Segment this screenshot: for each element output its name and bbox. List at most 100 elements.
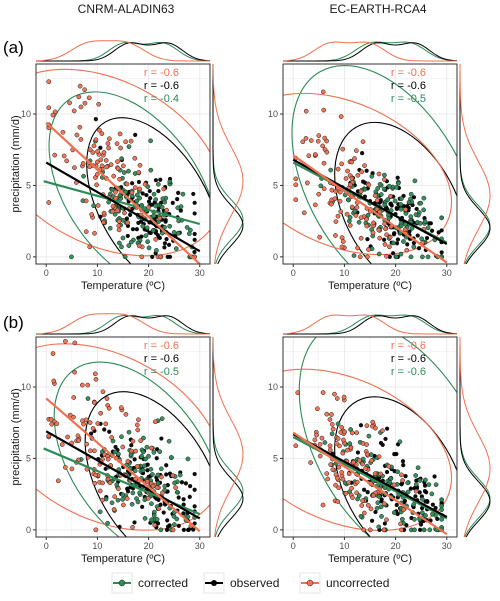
uncorrected-point bbox=[110, 203, 116, 209]
observed-precipitation-density bbox=[212, 337, 244, 538]
observed-point bbox=[401, 463, 406, 468]
corrected-point bbox=[148, 466, 154, 472]
corrected-point bbox=[166, 438, 172, 444]
corrected-point bbox=[143, 456, 148, 462]
uncorrected-point bbox=[86, 95, 92, 101]
corrected-point bbox=[120, 497, 125, 502]
observed-point bbox=[390, 251, 396, 256]
corrected-point bbox=[413, 473, 419, 478]
uncorrected-point bbox=[83, 229, 89, 234]
uncorrected-point bbox=[347, 182, 353, 188]
uncorrected-point bbox=[136, 417, 141, 423]
observed-ellipse bbox=[86, 117, 210, 264]
uncorrected-point bbox=[317, 441, 323, 447]
corrected-point bbox=[375, 500, 381, 506]
corrected-point bbox=[173, 246, 179, 251]
uncorrected-point bbox=[343, 490, 349, 496]
corrected-point bbox=[158, 466, 164, 472]
corrected-point bbox=[433, 482, 439, 487]
uncorrected-point bbox=[341, 394, 347, 400]
observed-point bbox=[93, 117, 98, 122]
observed-temperature-density bbox=[283, 42, 458, 62]
uncorrected-point bbox=[337, 189, 343, 195]
corrected-point bbox=[135, 499, 141, 505]
uncorrected-correlation-label: r = -0.6 bbox=[391, 340, 426, 352]
plot-area bbox=[283, 337, 457, 537]
uncorrected-point bbox=[359, 169, 365, 175]
corrected-point bbox=[399, 516, 405, 522]
corrected-point bbox=[109, 187, 115, 192]
observed-point bbox=[129, 443, 134, 448]
uncorrected-point bbox=[99, 131, 105, 136]
observed-point bbox=[422, 216, 427, 221]
observed-point bbox=[178, 208, 183, 213]
uncorrected-point bbox=[340, 146, 346, 152]
uncorrected-point bbox=[387, 234, 393, 240]
corrected-point bbox=[119, 244, 124, 250]
uncorrected-point bbox=[101, 210, 107, 216]
uncorrected-point bbox=[115, 166, 121, 171]
uncorrected-point bbox=[373, 425, 378, 431]
uncorrected-point bbox=[92, 480, 98, 486]
corrected-point bbox=[355, 496, 360, 502]
x-tick-label: 20 bbox=[144, 268, 154, 278]
uncorrected-point bbox=[401, 507, 406, 513]
observed-point bbox=[364, 168, 369, 173]
observed-point bbox=[158, 177, 163, 182]
observed-point bbox=[388, 201, 393, 206]
uncorrected-point bbox=[154, 485, 160, 490]
uncorrected-point bbox=[360, 139, 366, 145]
corrected-point bbox=[417, 478, 423, 483]
uncorrected-point bbox=[92, 371, 98, 377]
corrected-point bbox=[130, 490, 136, 496]
corrected-point bbox=[415, 465, 421, 471]
uncorrected-point bbox=[321, 107, 327, 113]
observed-ellipse bbox=[84, 391, 210, 537]
uncorrected-point bbox=[87, 420, 93, 425]
corrected-point bbox=[386, 215, 392, 221]
uncorrected-point bbox=[100, 497, 105, 503]
uncorrected-point bbox=[364, 451, 370, 457]
observed-point bbox=[192, 471, 197, 477]
uncorrected-point bbox=[100, 480, 105, 486]
corrected-point bbox=[351, 253, 357, 258]
observed-point bbox=[158, 502, 163, 507]
uncorrected-point bbox=[315, 406, 320, 412]
uncorrected-point bbox=[322, 135, 328, 141]
corrected-point bbox=[185, 456, 191, 462]
uncorrected-point bbox=[399, 472, 404, 478]
uncorrected-point bbox=[52, 152, 58, 158]
uncorrected-regression-line bbox=[45, 397, 201, 533]
uncorrected-ellipse bbox=[283, 92, 453, 256]
uncorrected-point bbox=[329, 422, 335, 427]
uncorrected-point bbox=[300, 139, 306, 145]
uncorrected-point bbox=[120, 163, 126, 169]
corrected-point bbox=[167, 223, 173, 229]
uncorrected-point bbox=[349, 159, 355, 165]
uncorrected-point bbox=[365, 502, 371, 508]
corrected-point bbox=[377, 181, 383, 187]
corrected-point bbox=[421, 527, 427, 533]
uncorrected-point bbox=[320, 143, 326, 149]
observed-point bbox=[383, 436, 388, 442]
corrected-point bbox=[347, 215, 353, 220]
right-marginal-density bbox=[459, 64, 491, 265]
uncorrected-point bbox=[308, 460, 313, 465]
observed-point bbox=[369, 518, 375, 523]
uncorrected-point bbox=[320, 89, 326, 95]
corrected-point bbox=[398, 251, 404, 257]
corrected-point bbox=[115, 497, 121, 503]
corrected-point bbox=[398, 223, 404, 229]
corrected-regression-line bbox=[43, 180, 201, 226]
uncorrected-point bbox=[82, 87, 87, 93]
column-title-right: EC-EARTH-RCA4 bbox=[329, 2, 426, 16]
legend-point-observed bbox=[211, 580, 217, 586]
uncorrected-point bbox=[173, 485, 178, 490]
uncorrected-point bbox=[361, 510, 367, 516]
observed-point bbox=[161, 510, 166, 515]
observed-point bbox=[192, 200, 197, 205]
uncorrected-point bbox=[361, 527, 367, 533]
observed-point bbox=[394, 502, 399, 508]
uncorrected-point bbox=[123, 412, 129, 417]
uncorrected-point bbox=[340, 450, 346, 456]
